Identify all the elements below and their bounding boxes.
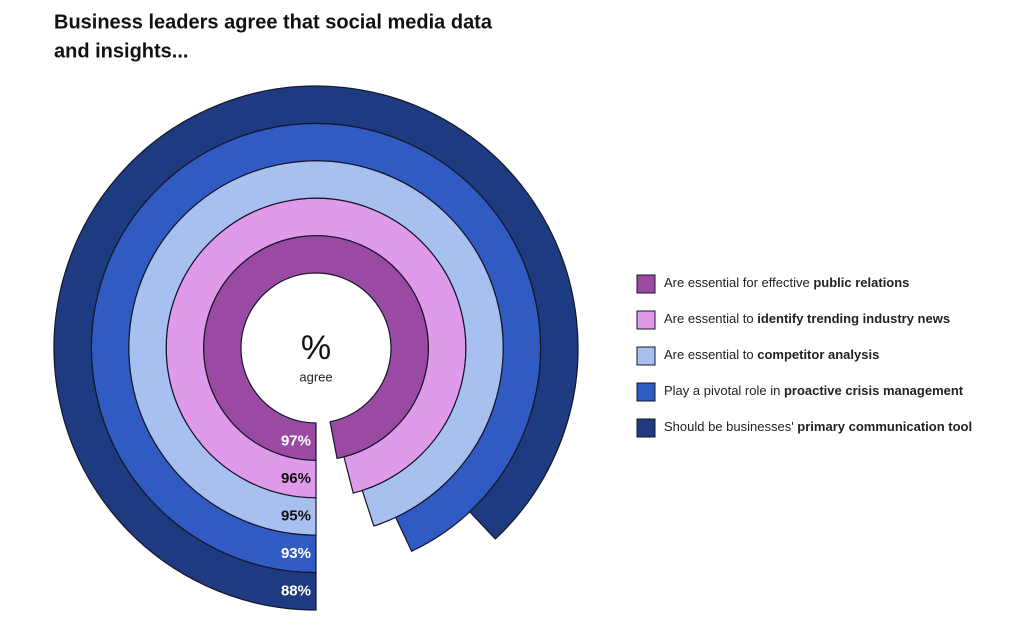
center-label: % bbox=[301, 329, 331, 367]
value-label: 96% bbox=[281, 470, 311, 487]
value-label: 88% bbox=[281, 582, 311, 599]
radial-bar bbox=[53, 85, 579, 611]
value-label: 93% bbox=[281, 545, 311, 562]
legend-label: Are essential to competitor analysis bbox=[664, 347, 879, 362]
legend-swatch bbox=[636, 310, 656, 330]
legend-text: identify trending industry news bbox=[757, 311, 950, 326]
legend-label: Play a pivotal role in proactive crisis … bbox=[664, 383, 964, 398]
legend-text: Are essential for effective bbox=[664, 275, 813, 290]
legend-text: competitor analysis bbox=[757, 347, 879, 362]
legend-swatch bbox=[636, 382, 656, 402]
chart-title: Business leaders agree that social media… bbox=[54, 11, 493, 33]
legend-text: Are essential to bbox=[664, 311, 757, 326]
legend-swatch bbox=[636, 346, 656, 366]
legend-label: Are essential to identify trending indus… bbox=[664, 311, 950, 326]
value-label: 97% bbox=[281, 433, 311, 450]
legend-text: Are essential to bbox=[664, 347, 757, 362]
legend-swatch bbox=[636, 418, 656, 438]
legend-label: Are essential for effective public relat… bbox=[664, 275, 909, 290]
legend-text: proactive crisis management bbox=[784, 383, 964, 398]
legend-swatch bbox=[636, 274, 656, 294]
legend-text: public relations bbox=[813, 275, 909, 290]
legend-label: Should be businesses' primary communicat… bbox=[664, 419, 972, 434]
legend-text: primary communication tool bbox=[797, 419, 972, 434]
legend-text: Play a pivotal role in bbox=[664, 383, 784, 398]
chart-title: and insights... bbox=[54, 40, 188, 62]
value-label: 95% bbox=[281, 507, 311, 524]
legend-text: Should be businesses' bbox=[664, 419, 797, 434]
center-sublabel: agree bbox=[299, 369, 332, 384]
